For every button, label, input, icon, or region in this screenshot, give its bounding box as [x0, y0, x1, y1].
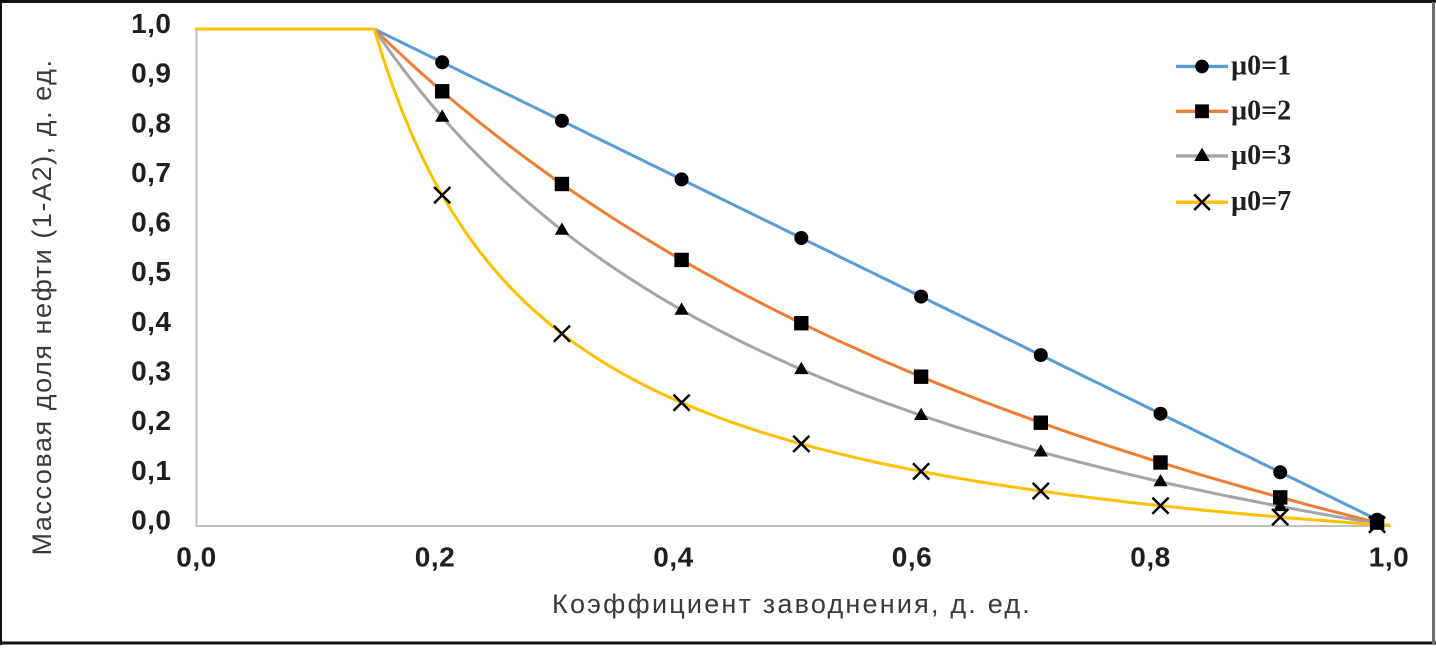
svg-text:µ0=7: µ0=7	[1231, 186, 1291, 217]
svg-text:µ0=3: µ0=3	[1231, 140, 1291, 171]
svg-text:0,3: 0,3	[131, 356, 171, 387]
svg-text:0,8: 0,8	[1130, 542, 1170, 573]
svg-text:0,0: 0,0	[131, 505, 171, 536]
svg-text:µ0=2: µ0=2	[1231, 95, 1291, 126]
svg-text:1,0: 1,0	[131, 8, 171, 39]
svg-text:Массовая доля нефти (1-А2), д: Массовая доля нефти (1-А2), д. ед.	[27, 58, 57, 555]
svg-text:0,6: 0,6	[131, 207, 171, 238]
svg-text:0,6: 0,6	[892, 542, 932, 573]
svg-text:0,2: 0,2	[415, 542, 455, 573]
svg-text:Коэффициент заводнения, д. ед: Коэффициент заводнения, д. ед.	[552, 589, 1032, 619]
svg-text:0,4: 0,4	[131, 306, 171, 337]
svg-text:1,0: 1,0	[1369, 542, 1409, 573]
svg-text:0,9: 0,9	[131, 58, 171, 89]
svg-text:0,5: 0,5	[131, 256, 171, 287]
svg-text:0,8: 0,8	[131, 107, 171, 138]
svg-text:0,1: 0,1	[131, 455, 171, 486]
svg-text:µ0=1: µ0=1	[1231, 50, 1291, 81]
svg-text:0,2: 0,2	[131, 405, 171, 436]
svg-text:0,0: 0,0	[176, 542, 216, 573]
svg-text:0,4: 0,4	[653, 542, 693, 573]
svg-text:0,7: 0,7	[131, 157, 171, 188]
